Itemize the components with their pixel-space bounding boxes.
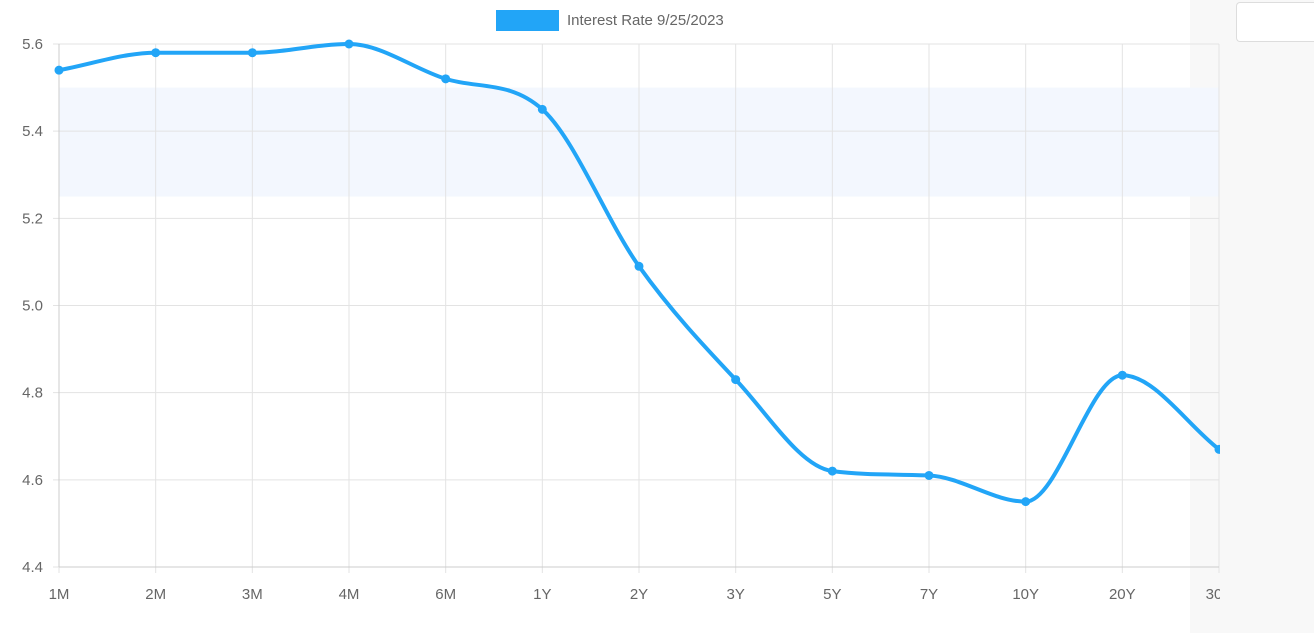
y-tick-label: 4.8 [22,385,43,402]
data-point[interactable] [54,65,64,75]
x-tick-label: 7Y [920,586,938,603]
y-tick-label: 5.6 [22,36,43,53]
x-tick-label: 3Y [726,586,744,603]
y-tick-label: 4.4 [22,559,43,576]
data-point[interactable] [537,104,547,114]
data-point[interactable] [441,74,451,84]
x-tick-label: 6M [435,586,456,603]
y-tick-label: 5.4 [22,123,43,140]
data-point[interactable] [924,470,934,480]
x-tick-label: 5Y [823,586,841,603]
y-tick-label: 5.2 [22,210,43,227]
data-point[interactable] [344,39,354,49]
data-point[interactable] [1117,370,1127,380]
x-tick-label: 10Y [1012,586,1039,603]
axes [58,44,1219,568]
data-point[interactable] [247,48,257,58]
side-control-box[interactable] [1236,2,1314,42]
data-point[interactable] [1214,444,1221,454]
legend-label: Interest Rate 9/25/2023 [567,12,724,29]
x-tick-label: 2M [145,586,166,603]
data-point[interactable] [634,261,644,271]
x-axis-tick-labels: 1M 2M 3M 4M 6M 1Y 2Y 3Y 5Y 7Y 10Y 20Y 30Y [49,586,1220,603]
x-tick-label: 20Y [1109,586,1136,603]
series-line [58,42,1220,504]
data-point[interactable] [151,48,161,58]
y-tick-label: 5.0 [22,298,43,315]
series-interest-rate [54,39,1221,507]
data-point[interactable] [1021,497,1031,507]
x-tick-label: 4M [339,586,360,603]
x-tick-label: 3M [242,586,263,603]
x-tick-label: 1Y [533,586,551,603]
yield-curve-chart: 4.4 4.6 4.8 5.0 5.2 5.4 5.6 1M 2M 3M 4M 6M 1Y 2Y 3Y 5Y… [22,10,1221,603]
legend-swatch [496,10,559,31]
x-tick-label: 2Y [630,586,648,603]
legend[interactable]: Interest Rate 9/25/2023 [496,10,724,31]
x-tick-label: 1M [49,586,70,603]
y-tick-label: 4.6 [22,472,43,489]
data-point[interactable] [731,375,741,385]
data-point[interactable] [827,466,837,476]
y-axis-tick-labels: 4.4 4.6 4.8 5.0 5.2 5.4 5.6 [22,36,43,576]
x-tick-label: 30Y [1206,586,1220,603]
